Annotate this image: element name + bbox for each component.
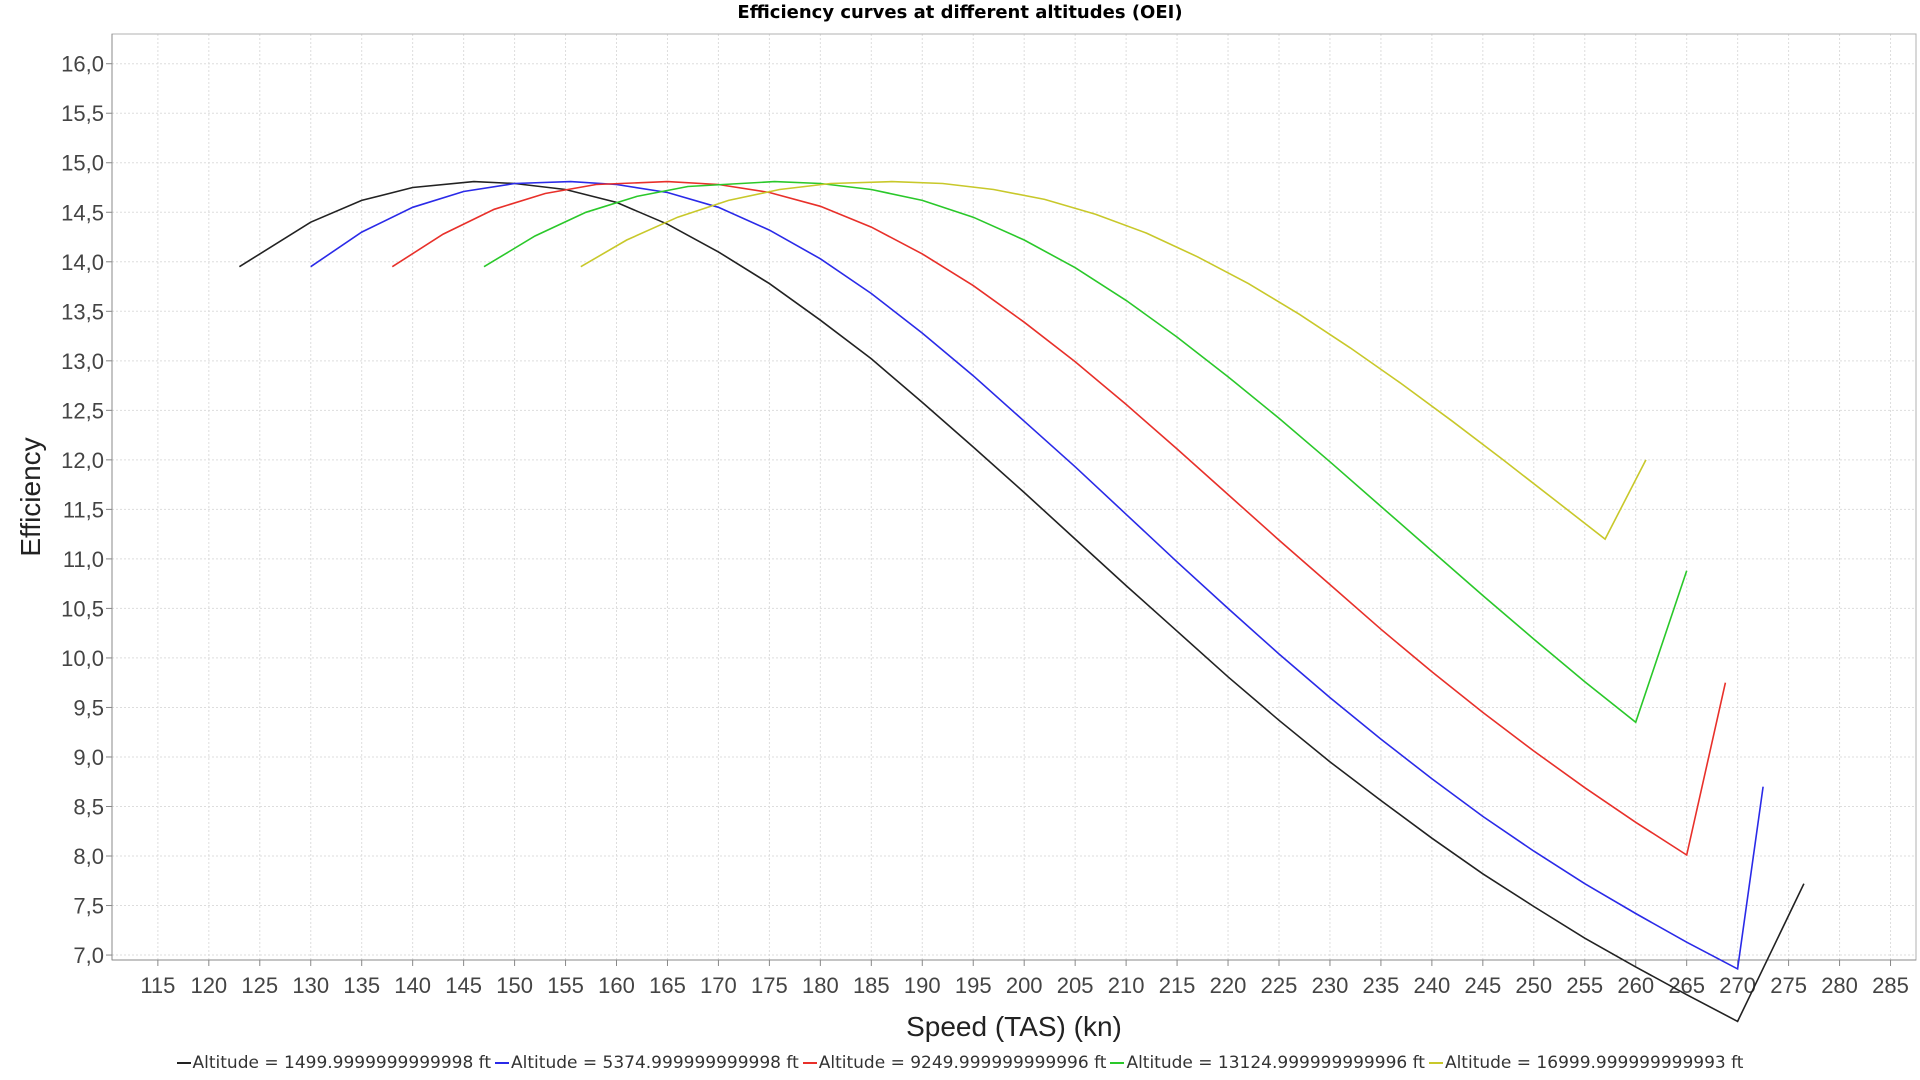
legend-swatch [802,1062,817,1064]
y-tick-label: 14,0 [61,250,104,275]
series-line-2 [391,180,1727,857]
legend-swatch [1110,1062,1125,1064]
x-tick-label: 240 [1414,973,1451,998]
legend-item: Altitude = 9249.999999999996 ft [802,1053,1107,1073]
legend: Altitude = 1499.9999999999998 ft Altitude… [0,1053,1920,1073]
x-tick-label: 170 [700,973,737,998]
y-tick-label: 12,5 [61,398,104,423]
x-tick-label: 115 [140,973,175,998]
x-tick-label: 230 [1312,973,1349,998]
legend-item: Altitude = 1499.9999999999998 ft [176,1053,492,1073]
x-tick-label: 165 [649,973,686,998]
x-tick-label: 275 [1770,973,1807,998]
x-tick-label: 285 [1872,973,1909,998]
x-tick-label: 160 [598,973,635,998]
x-tick-label: 155 [547,973,584,998]
legend-label: Altitude = 9249.999999999996 ft [818,1053,1107,1073]
legend-label: Altitude = 13124.999999999996 ft [1126,1053,1425,1073]
y-tick-label: 16,0 [61,52,104,77]
legend-item: Altitude = 16999.999999999993 ft [1428,1053,1744,1073]
y-tick-label: 13,5 [61,299,104,324]
x-tick-label: 205 [1057,973,1094,998]
x-tick-label: 270 [1719,973,1756,998]
x-tick-label: 175 [751,973,788,998]
y-tick-label: 15,0 [61,151,104,176]
legend-swatch [495,1062,510,1064]
x-tick-label: 190 [904,973,941,998]
y-tick-label: 12,0 [61,448,104,473]
y-tick-label: 8,0 [73,844,104,869]
series-lines [238,180,1805,1023]
x-tick-label: 195 [955,973,992,998]
series-line-1 [310,180,1764,971]
x-tick-label: 140 [394,973,431,998]
x-tick-label: 220 [1210,973,1247,998]
x-tick-label: 130 [292,973,329,998]
x-tick-label: 225 [1261,973,1298,998]
series-line-0 [238,180,1805,1023]
legend-label: Altitude = 1499.9999999999998 ft [192,1053,492,1073]
x-tick-label: 215 [1159,973,1196,998]
x-tick-label: 260 [1617,973,1654,998]
y-tick-label: 14,5 [61,200,104,225]
x-axis-label: Speed (TAS) (kn) [906,1011,1122,1042]
x-tick-label: 245 [1464,973,1501,998]
y-tick-label: 9,0 [73,745,104,770]
y-tick-label: 11,0 [63,547,104,572]
y-tick-label: 10,5 [61,596,104,621]
legend-label: Altitude = 16999.999999999993 ft [1444,1053,1744,1073]
y-axis-label: Efficiency [15,437,46,556]
y-tick-label: 11,5 [63,497,104,522]
plot-area [111,33,1917,961]
y-tick-label: 7,5 [73,894,104,919]
legend-swatch [176,1062,191,1064]
x-tick-label: 280 [1821,973,1858,998]
chart-title: Efficiency curves at different altitudes… [737,2,1183,23]
x-tick-label: 150 [496,973,533,998]
x-tick-label: 255 [1566,973,1603,998]
y-tick-label: 7,0 [73,943,104,968]
x-tick-label: 180 [802,973,839,998]
y-tick-label: 9,5 [73,695,104,720]
x-tick-label: 145 [445,973,482,998]
x-tick-label: 210 [1108,973,1145,998]
series-line-3 [483,180,1688,724]
legend-swatch [1428,1062,1443,1064]
y-tick-label: 13,0 [61,349,104,374]
x-tick-label: 135 [343,973,380,998]
x-tick-label: 200 [1006,973,1043,998]
x-tick-label: 250 [1515,973,1552,998]
axes: 115 120 125 130 135 140 145 150 155 160 165 170 175 1… [61,34,1916,998]
y-tick-label: 10,0 [61,646,104,671]
x-tick-label: 235 [1363,973,1400,998]
legend-item: Altitude = 13124.999999999996 ft [1110,1053,1425,1073]
legend-label: Altitude = 5374.999999999998 ft [511,1053,799,1073]
series-line-4 [580,180,1647,541]
x-tick-label: 120 [190,973,227,998]
x-tick-label: 185 [853,973,890,998]
legend-item: Altitude = 5374.999999999998 ft [495,1053,799,1073]
y-tick-label: 8,5 [73,794,104,819]
grid [112,34,1916,960]
y-tick-label: 15,5 [61,101,104,126]
x-tick-label: 125 [241,973,278,998]
